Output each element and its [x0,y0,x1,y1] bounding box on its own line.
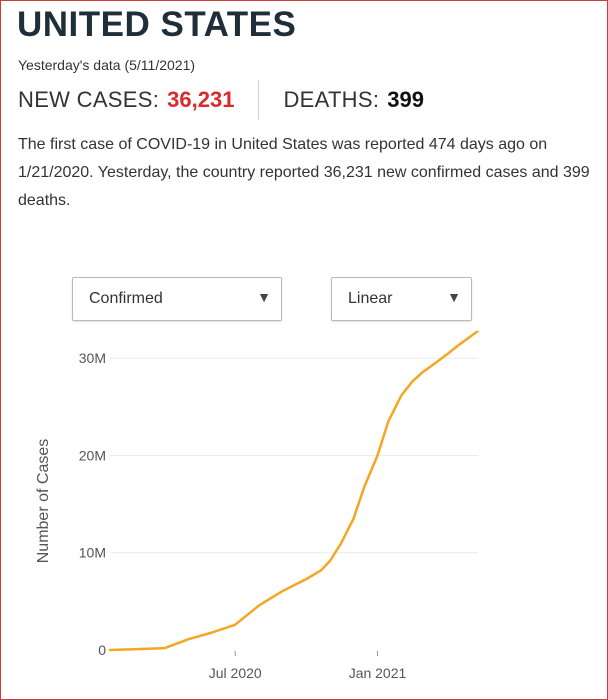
y-tick-label: 0 [98,642,106,658]
series-line-confirmed-cases [108,331,480,652]
data-date: Yesterday's data (5/11/2021) [18,57,196,73]
metric-select-value: Confirmed [89,290,163,307]
chevron-down-icon: ▼ [447,289,461,305]
stats-divider [258,80,260,120]
deaths-label: DEATHS: [283,87,380,112]
x-tick-labels: Jul 2020 Jan 2021 [209,651,407,681]
y-tick-label: 20M [79,447,106,463]
deaths-value: 399 [387,87,424,112]
x-tick-label: Jan 2021 [349,665,407,681]
country-title: UNITED STATES [17,5,297,44]
y-tick-label: 30M [79,350,106,366]
chevron-down-icon: ▼ [257,289,271,305]
gridlines [110,357,478,554]
series-group [108,331,480,652]
y-tick-label: 10M [79,545,106,561]
scale-select-value: Linear [348,290,393,307]
cases-line-chart: Number of Cases 0 10M 20M 30M Jul 2020 Jan 2… [35,331,480,681]
new-cases-label: NEW CASES: [18,87,160,112]
stats-row: NEW CASES: 36,231 DEATHS: 399 [18,80,424,120]
case-description: The first case of COVID-19 in United Sta… [18,136,590,209]
y-axis-label: Number of Cases [35,439,52,564]
metric-select[interactable]: Confirmed ▼ [72,277,282,321]
x-tick-label: Jul 2020 [209,665,262,681]
y-tick-labels: 0 10M 20M 30M [79,350,106,658]
scale-select[interactable]: Linear ▼ [331,277,472,321]
new-cases-value: 36,231 [167,87,235,112]
